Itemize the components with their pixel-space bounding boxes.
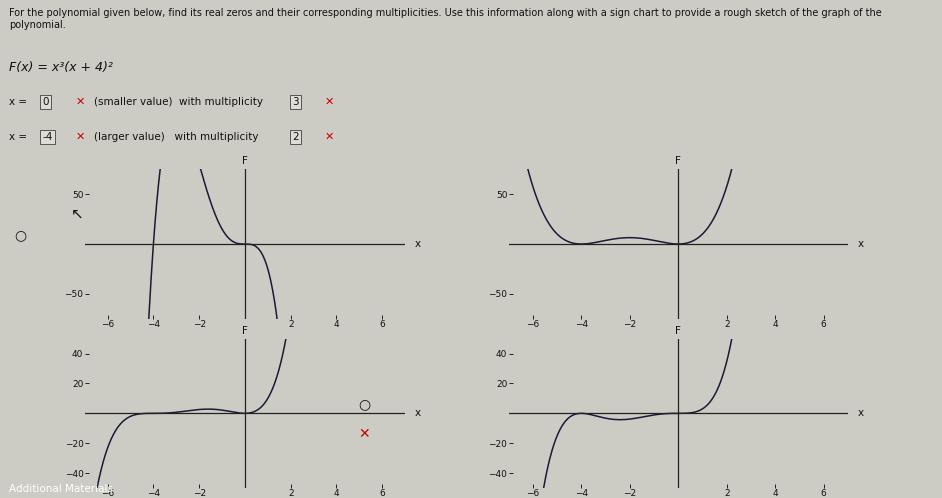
Text: (smaller value)  with multiplicity: (smaller value) with multiplicity (94, 97, 263, 107)
Text: ○: ○ (14, 228, 26, 242)
Text: x: x (414, 408, 420, 418)
Text: ✕: ✕ (325, 97, 334, 107)
Text: F: F (242, 326, 248, 336)
Text: ○: ○ (358, 397, 370, 411)
Text: -4: -4 (42, 132, 53, 142)
Text: ↖: ↖ (71, 207, 84, 222)
Text: ✕: ✕ (358, 427, 369, 441)
Text: x: x (414, 239, 420, 249)
Text: x =: x = (9, 132, 27, 142)
Text: (larger value)   with multiplicity: (larger value) with multiplicity (94, 132, 259, 142)
Text: 3: 3 (292, 97, 299, 107)
Text: x: x (857, 239, 864, 249)
Text: F: F (675, 156, 681, 166)
Text: F: F (242, 156, 248, 166)
Text: 2: 2 (292, 132, 299, 142)
Text: ✕: ✕ (325, 132, 334, 142)
Text: Additional Materials: Additional Materials (9, 484, 113, 494)
Text: x =: x = (9, 97, 27, 107)
Text: F(x) = x³(x + 4)²: F(x) = x³(x + 4)² (9, 61, 113, 74)
Text: For the polynomial given below, find its real zeros and their corresponding mult: For the polynomial given below, find its… (9, 8, 882, 29)
Text: ✕: ✕ (75, 97, 85, 107)
Text: ✕: ✕ (75, 132, 85, 142)
Text: x: x (857, 408, 864, 418)
Text: 0: 0 (42, 97, 49, 107)
Text: F: F (675, 326, 681, 336)
